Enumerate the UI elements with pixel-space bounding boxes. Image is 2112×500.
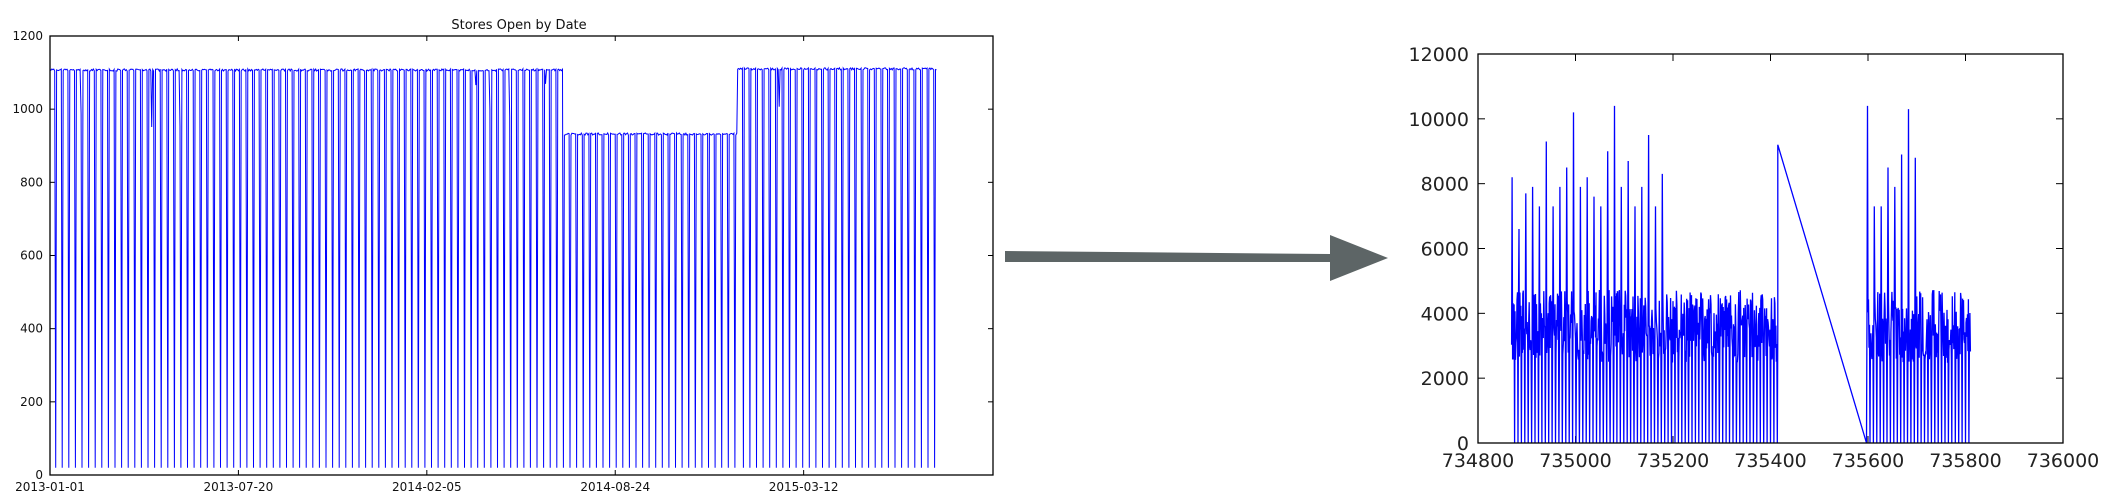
left-x-tick-label: 2013-07-20 xyxy=(204,480,274,494)
left-y-tick-label: 200 xyxy=(20,395,43,409)
right-y-tick-label: 4000 xyxy=(1421,303,1469,325)
right-x-tick-label: 734800 xyxy=(1442,450,1515,472)
right-x-tick-label: 735200 xyxy=(1637,450,1710,472)
chart-title: Stores Open by Date xyxy=(451,18,586,33)
right-y-tick-label: 0 xyxy=(1457,433,1469,455)
left-y-tick-label: 400 xyxy=(20,322,43,336)
left-y-tick-label: 0 xyxy=(35,468,43,482)
sales-by-date-chart: 0 2000 4000 6000 8000 10000 12000 734800 735000 7… xyxy=(1409,44,2100,472)
left-series-line xyxy=(49,66,937,468)
right-y-tick-label: 10000 xyxy=(1409,109,1469,131)
left-x-tick-label: 2015-03-12 xyxy=(769,480,839,494)
left-y-tick-label: 1200 xyxy=(12,29,43,43)
right-x-tick-label: 735400 xyxy=(1734,450,1807,472)
left-axis-ticks: 0 200 400 600 800 1000 1200 2013-01-01 2013-07-2… xyxy=(12,29,993,494)
stores-open-by-date-chart: Stores Open by Date 0 200 400 600 800 1000 120… xyxy=(12,18,994,494)
right-y-tick-label: 6000 xyxy=(1421,239,1469,261)
right-series-line xyxy=(1510,105,1972,444)
right-axis-ticks: 0 2000 4000 6000 8000 10000 12000 734800 735000 7… xyxy=(1409,44,2100,472)
right-y-tick-label: 2000 xyxy=(1421,368,1469,390)
left-x-tick-label: 2014-02-05 xyxy=(392,480,462,494)
left-y-tick-label: 800 xyxy=(20,175,43,189)
right-plot-frame xyxy=(1477,53,2064,444)
left-x-tick-label: 2014-08-24 xyxy=(580,480,650,494)
left-x-tick-label: 2013-01-01 xyxy=(15,480,85,494)
arrow-right-icon xyxy=(1005,235,1388,281)
right-y-tick-label: 8000 xyxy=(1421,174,1469,196)
right-x-tick-label: 736000 xyxy=(2027,450,2100,472)
right-x-tick-label: 735000 xyxy=(1539,450,1612,472)
left-plot-frame xyxy=(49,35,994,476)
right-x-tick-label: 735600 xyxy=(1832,450,1905,472)
right-x-tick-label: 735800 xyxy=(1929,450,2002,472)
right-y-tick-label: 12000 xyxy=(1409,44,1469,66)
left-y-tick-label: 1000 xyxy=(12,102,43,116)
left-y-tick-label: 600 xyxy=(20,249,43,263)
